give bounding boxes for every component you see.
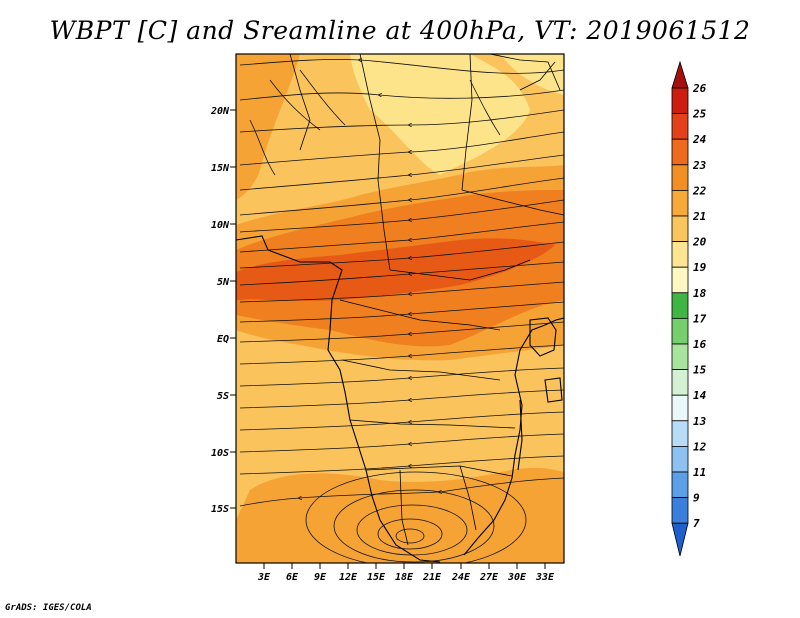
colorbar-label: 26 [692, 82, 707, 95]
lon-label-15e: 15E [367, 572, 386, 583]
lat-label-10s: 10S [211, 448, 229, 459]
colorbar-label: 23 [692, 159, 707, 172]
colorbar-label: 17 [693, 312, 707, 325]
lon-label-6e: 6E [286, 572, 299, 583]
colorbar-segment [671, 87, 689, 115]
colorbar-segment [671, 343, 689, 371]
colorbar-label: 20 [692, 236, 707, 249]
map-figure: 20N 15N 10N 5N EQ 5S 10S 15S 3E 6E 9E 12… [210, 53, 707, 583]
colorbar-segment [671, 369, 689, 396]
lon-label-24e: 24E [451, 572, 471, 583]
colorbar-segment [671, 138, 689, 166]
colorbar-segment [671, 471, 689, 499]
colorbar-segment [671, 497, 689, 524]
field-23-24-west [236, 275, 272, 300]
lat-label-eq: EQ [217, 334, 229, 345]
colorbar [671, 60, 689, 557]
lat-axis [230, 109, 236, 509]
lat-label-10n: 10N [211, 220, 230, 231]
country-borders [289, 54, 564, 546]
lon-label-3e: 3E [257, 572, 271, 583]
colorbar-segment [671, 292, 689, 319]
colorbar-segment [671, 445, 689, 473]
colorbar-segment [671, 189, 689, 217]
colorbar-top-cap [671, 60, 689, 89]
streamlines [239, 59, 564, 563]
lon-label-27e: 27E [479, 572, 499, 583]
field-19-20-north [350, 54, 530, 175]
colorbar-segment [671, 215, 689, 243]
colorbar-segment [671, 113, 689, 140]
colorbar-segment [671, 394, 689, 422]
lon-label-30e: 30E [507, 572, 527, 583]
map-title: WBPT [C] and Sreamline at 400hPa, VT: 20… [49, 16, 751, 45]
coastlines [236, 235, 564, 563]
colorbar-segment [671, 420, 689, 447]
colorbar-label: 16 [693, 338, 707, 351]
lon-label-18e: 18E [395, 572, 414, 583]
colorbar-label: 21 [692, 210, 706, 223]
field-21-22-northwest [236, 54, 300, 200]
colorbar-bottom-cap [671, 522, 689, 557]
lat-label-20n: 20N [210, 106, 230, 117]
map-frame [235, 53, 565, 564]
lat-label-15s: 15S [211, 504, 229, 515]
lon-label-12e: 12E [339, 572, 358, 583]
colorbar-label: 11 [693, 466, 706, 479]
lon-label-21e: 21E [422, 572, 442, 583]
credit-text: GrADS: IGES/COLA [5, 603, 92, 613]
lon-label-33e: 33E [535, 572, 555, 583]
field-19-20-ne [500, 54, 564, 95]
colorbar-label: 9 [693, 492, 700, 505]
colorbar-label: 22 [692, 184, 707, 197]
colorbar-segment [671, 241, 689, 268]
colorbar-label: 25 [692, 108, 707, 121]
colorbar-label: 7 [693, 517, 700, 530]
colorbar-label: 18 [693, 287, 707, 300]
colorbar-label: 15 [693, 364, 707, 377]
colorbar-segment [671, 266, 689, 294]
lat-label-5n: 5N [217, 277, 230, 288]
colorbar-label: 14 [693, 389, 707, 402]
colorbar-segment [671, 317, 689, 345]
lat-label-15n: 15N [211, 163, 230, 174]
colorbar-label: 19 [693, 261, 707, 274]
colorbar-segment [671, 164, 689, 191]
lat-label-5s: 5S [217, 391, 229, 402]
colorbar-label: 13 [693, 415, 707, 428]
colorbar-label: 24 [692, 133, 707, 146]
field-23-24-core [236, 238, 555, 301]
colorbar-label: 12 [693, 440, 707, 453]
lon-label-9e: 9E [314, 572, 327, 583]
lon-axis [263, 563, 546, 569]
